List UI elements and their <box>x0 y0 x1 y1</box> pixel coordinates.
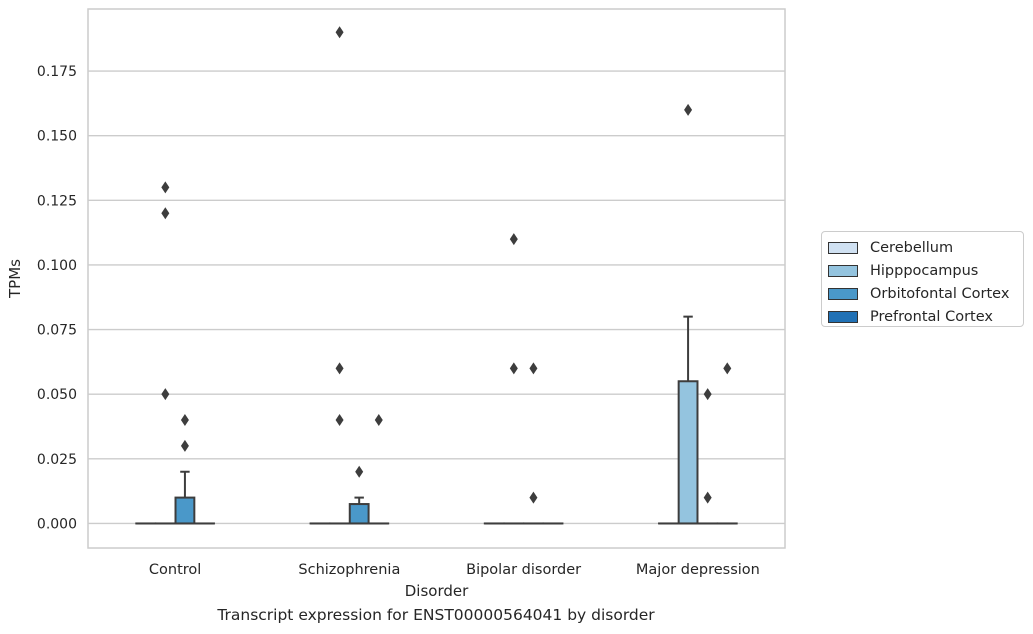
outlier-point <box>180 439 189 452</box>
box-hipppocampus <box>329 26 350 525</box>
outlier-point <box>703 388 712 401</box>
chart-caption: Transcript expression for ENST0000056404… <box>217 606 655 624</box>
legend-label: Cerebellum <box>870 239 954 256</box>
y-tick-label: 0.175 <box>37 64 77 80</box>
outlier-point <box>723 362 732 375</box>
legend-swatch <box>828 287 858 300</box>
box-body <box>348 503 370 525</box>
legend-item: Hipppocampus <box>828 259 1023 282</box>
outlier-point <box>703 491 712 504</box>
legend-label: Prefrontal Cortex <box>870 308 993 325</box>
legend-item: Prefrontal Cortex <box>828 305 1023 328</box>
x-tick-label: Bipolar disorder <box>466 562 581 578</box>
y-tick-label: 0.125 <box>37 193 77 209</box>
outlier-point <box>509 362 518 375</box>
outlier-point <box>684 103 693 116</box>
legend: Cerebellum Hipppocampus Orbitofontal Corte… <box>821 231 1024 327</box>
outlier-point <box>509 233 518 246</box>
outlier-point <box>374 414 383 427</box>
y-tick-labels: 0.000 0.025 0.050 0.075 0.100 0.125 0.150 0.175 <box>37 64 77 532</box>
outlier-point <box>161 388 170 401</box>
x-tick-label: Control <box>149 562 201 578</box>
y-tick-label: 0.000 <box>37 516 77 532</box>
x-tick-labels: Control Schizophrenia Bipolar disorder Majo… <box>149 562 760 578</box>
grid-lines <box>88 70 785 525</box>
box-orbitofontal-cortex <box>697 388 719 525</box>
legend-item: Cerebellum <box>828 236 1023 259</box>
box-hipppocampus <box>503 233 525 525</box>
outlier-point <box>335 414 344 427</box>
y-tick-label: 0.075 <box>37 323 77 339</box>
outlier-point <box>529 362 538 375</box>
x-tick-label: Major depression <box>636 562 760 578</box>
box-prefrontal-cortex <box>716 362 738 525</box>
y-axis-label: TPMs <box>6 259 24 299</box>
plot-frame <box>87 8 786 549</box>
outlier-point <box>355 465 364 478</box>
y-tick-label: 0.050 <box>37 387 77 403</box>
legend-swatch <box>828 241 858 254</box>
outlier-point <box>529 491 538 504</box>
outlier-point <box>161 207 170 220</box>
box-body <box>677 380 699 525</box>
box-hipppocampus <box>677 103 699 525</box>
box-orbitofontal-cortex <box>523 362 544 525</box>
legend-swatch <box>828 310 858 323</box>
x-tick-label: Schizophrenia <box>298 562 400 578</box>
outlier-point <box>161 181 170 194</box>
box-orbitofontal-cortex <box>174 414 196 525</box>
outlier-point <box>180 414 189 427</box>
box-orbitofontal-cortex <box>348 465 370 525</box>
box-plot-marks <box>135 26 738 525</box>
x-axis-label: Disorder <box>405 582 469 600</box>
legend-swatch <box>828 264 858 277</box>
legend-label: Hipppocampus <box>870 262 979 279</box>
box-body <box>174 496 196 525</box>
legend-item: Orbitofontal Cortex <box>828 282 1023 305</box>
outlier-point <box>335 362 344 375</box>
y-tick-label: 0.025 <box>37 452 77 468</box>
outlier-point <box>335 26 344 39</box>
y-tick-label: 0.100 <box>37 258 77 274</box>
box-prefrontal-cortex <box>368 414 390 525</box>
y-tick-label: 0.150 <box>37 129 77 145</box>
box-hipppocampus <box>154 181 176 525</box>
legend-label: Orbitofontal Cortex <box>870 285 1010 302</box>
